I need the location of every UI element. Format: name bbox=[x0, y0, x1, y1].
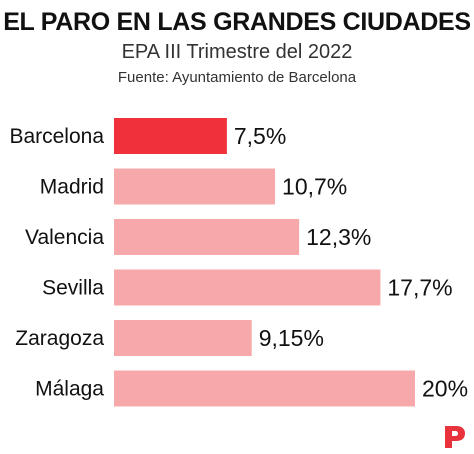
category-label: Zaragoza bbox=[15, 327, 104, 350]
value-label: 7,5% bbox=[234, 123, 286, 149]
bar bbox=[114, 118, 227, 154]
bar-chart: Barcelona 7,5% Madrid 10,7% Valencia 12,3% Sev… bbox=[9, 118, 468, 407]
category-label: Madrid bbox=[40, 176, 104, 199]
bar bbox=[114, 168, 276, 205]
category-label: Barcelona bbox=[9, 125, 104, 148]
publisher-p-logo-icon bbox=[445, 426, 465, 448]
category-label: Valencia bbox=[25, 226, 104, 249]
chart-subtitle: EPA III Trimestre del 2022 bbox=[121, 41, 353, 63]
category-label: Sevilla bbox=[42, 277, 104, 300]
value-label: 9,15% bbox=[259, 325, 324, 351]
bar bbox=[114, 219, 300, 255]
value-label: 10,7% bbox=[282, 174, 347, 200]
value-label: 17,7% bbox=[387, 275, 452, 301]
category-label: Málaga bbox=[35, 378, 104, 401]
bar bbox=[114, 320, 252, 356]
value-label: 20% bbox=[422, 376, 468, 402]
bar bbox=[114, 370, 415, 407]
chart-source: Fuente: Ayuntamiento de Barcelona bbox=[117, 69, 357, 86]
chart-title: EL PARO EN LAS GRANDES CIUDADES bbox=[3, 8, 471, 36]
bar bbox=[114, 269, 381, 306]
value-label: 12,3% bbox=[306, 224, 371, 250]
